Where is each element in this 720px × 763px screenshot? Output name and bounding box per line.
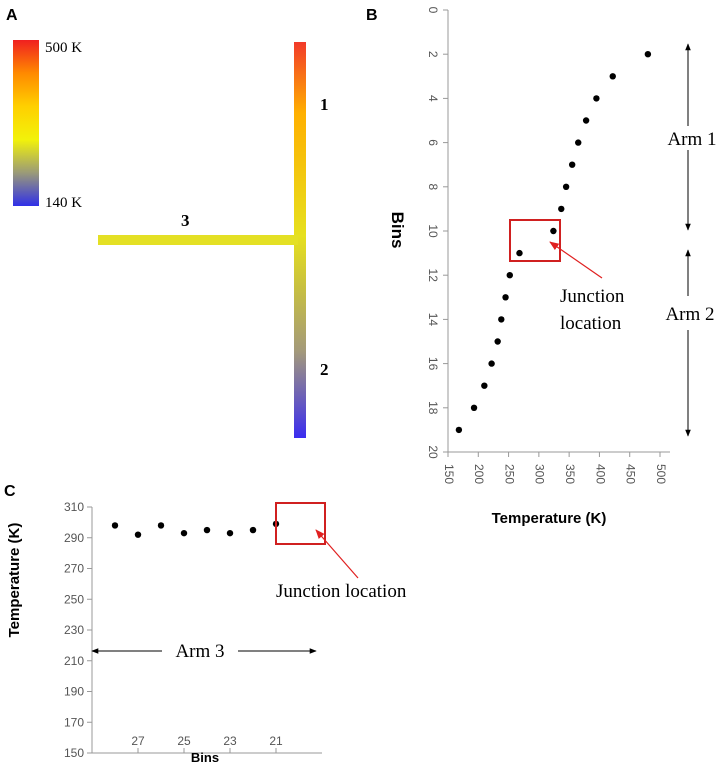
panel-b-junction-arrow (549, 241, 603, 279)
pipe-arm-1-2 (294, 42, 306, 438)
panel-b-data-point (558, 205, 565, 213)
panel-c-x-tick-label: 21 (269, 734, 283, 748)
panel-c-y-tick-label: 210 (64, 654, 84, 668)
panel-c-y-tick-label: 150 (64, 746, 84, 760)
panel-c-y-label: Temperature (K) (6, 523, 23, 638)
panel-b-x-label: Temperature (K) (492, 510, 607, 527)
panel-b-data-point (481, 382, 488, 389)
panel-b-data-point (502, 294, 509, 301)
panel-b-data-point (498, 316, 505, 323)
panel-c-y-tick-label: 190 (64, 685, 84, 699)
panel-a-label: A (6, 7, 18, 24)
panel-b-x-tick-label: 400 (593, 464, 607, 484)
panel-b-y-tick-label: 10 (426, 224, 440, 238)
panel-b-data-point (644, 51, 652, 58)
panel-b-data-point (455, 426, 463, 434)
panel-b-data-point (593, 95, 600, 102)
panel-c-data-point (226, 529, 234, 537)
panel-b-chart: B 0 2 4 6 8 10 12 14 16 18 20 150 200 250 300 350 400 45… (366, 7, 717, 527)
panel-b-y-tick-label: 4 (426, 95, 440, 102)
panel-b-data-point (562, 183, 570, 190)
panel-c-x-tick-label: 25 (177, 734, 191, 748)
panel-c-y-tick-label: 170 (64, 715, 84, 729)
arm-label-1: 1 (320, 95, 329, 114)
panel-b-y-tick-label: 14 (426, 313, 440, 327)
panel-c-data-point (157, 522, 165, 529)
panel-c-label: C (4, 483, 16, 500)
panel-c-data-point (249, 526, 257, 534)
panel-b-y-tick-label: 0 (426, 7, 440, 14)
panel-b-data-point (506, 272, 513, 279)
panel-b-data-point (516, 249, 523, 257)
arm-1-label: Arm 1 (667, 129, 716, 150)
panel-c-junction-box (275, 502, 326, 545)
arm-2-label: Arm 2 (665, 304, 714, 325)
panel-b-x-tick-label: 250 (502, 464, 516, 484)
panel-b-y-tick-label: 8 (426, 183, 440, 190)
panel-c-junction-label: Junction location (276, 581, 407, 602)
panel-c-data-point (111, 522, 119, 529)
arm-label-2: 2 (320, 360, 329, 379)
panel-b-y-tick-label: 12 (426, 269, 440, 283)
panel-c-y-tick-label: 290 (64, 531, 84, 545)
panel-b-y-tick-label: 16 (426, 357, 440, 371)
panel-c-y-tick-label: 230 (64, 623, 84, 637)
panel-b-x-tick-label: 300 (533, 464, 547, 484)
panel-c-x-tick-label: 23 (223, 734, 237, 748)
panel-b-data-point (488, 360, 495, 367)
panel-a: A 500 K 140 K 1 2 3 (6, 7, 329, 438)
panel-b-y-tick-label: 6 (426, 139, 440, 146)
panel-b-data-point (609, 73, 616, 80)
panel-b-y-label: Bins (388, 212, 407, 249)
panel-b-data-point (550, 227, 557, 235)
panel-b-y-tick-label: 18 (426, 401, 440, 415)
panel-c-y-tick-label: 270 (64, 562, 84, 576)
panel-c-data-point (203, 526, 211, 534)
panel-c-x-tick-label: 27 (131, 734, 145, 748)
panel-b-x-tick-label: 450 (624, 464, 638, 484)
panel-b-data-point (582, 117, 590, 124)
panel-c-y-tick-label: 250 (64, 592, 84, 606)
panel-c-chart: C 150 170 190 210 230 250 270 290 310 27 25 23 21 T… (4, 483, 407, 763)
panel-b-x-tick-label: 500 (654, 464, 668, 484)
panel-b-x-tick-label: 150 (442, 464, 456, 484)
arm-3-label: Arm 3 (175, 641, 224, 662)
panel-c-data-point (134, 531, 142, 538)
panel-b-data-point (568, 161, 576, 168)
colorbar-max-label: 500 K (45, 40, 82, 56)
arm-label-3: 3 (181, 211, 190, 230)
panel-b-x-tick-label: 200 (472, 464, 486, 484)
panel-b-y-tick-label: 20 (426, 445, 440, 459)
panel-b-data-point (494, 338, 501, 345)
panel-b-junction-label-line2: location (560, 313, 622, 334)
panel-b-y-tick-label: 2 (426, 51, 440, 58)
panel-c-data-point (180, 529, 188, 537)
panel-b-junction-box (509, 219, 561, 262)
panel-c-y-tick-label: 310 (64, 500, 84, 514)
pipe-arm-3 (98, 235, 298, 245)
panel-c-x-label: Bins (191, 750, 219, 763)
panel-b-label: B (366, 7, 378, 24)
panel-b-data-point (470, 404, 478, 411)
colorbar-min-label: 140 K (45, 195, 82, 211)
panel-b-junction-label-line1: Junction (560, 286, 625, 307)
colorbar (13, 40, 39, 206)
panel-c-junction-arrow (315, 529, 359, 579)
panel-b-data-point (575, 139, 582, 146)
panel-b-x-tick-label: 350 (563, 464, 577, 484)
